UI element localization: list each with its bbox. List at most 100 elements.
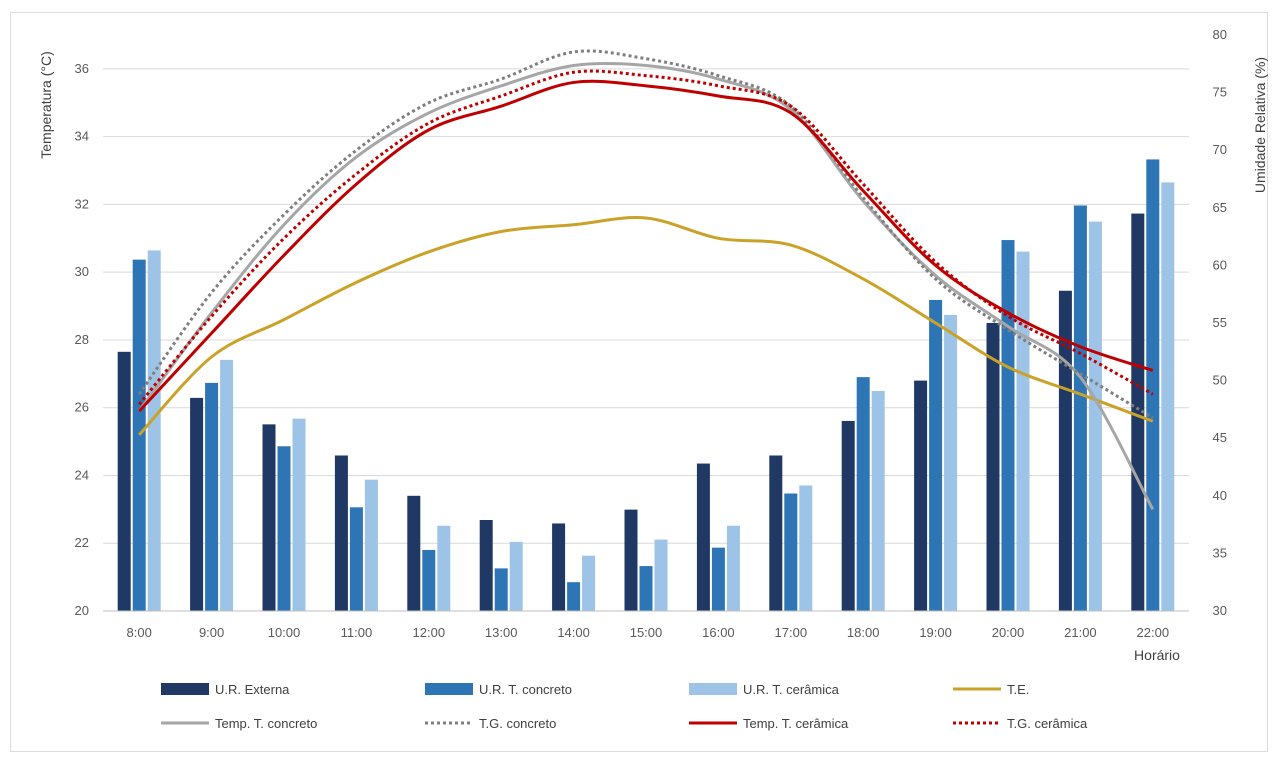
x-tick-label: 22:00 [1137,625,1170,640]
x-tick-label: 12:00 [413,625,446,640]
bar [1146,159,1160,611]
bar [479,519,493,611]
line-series [137,49,1154,420]
x-tick-label: 21:00 [1064,625,1097,640]
x-tick-label: 14:00 [557,625,590,640]
bar [364,479,378,611]
y-left-tick-label: 20 [75,603,89,618]
x-tick-label: 16:00 [702,625,735,640]
y-left-tick-label: 28 [75,332,89,347]
legend-label: U.R. Externa [215,682,290,697]
legend-swatch [161,683,209,695]
bar [1001,240,1015,611]
legend-item: Temp. T. cerâmica [689,716,849,731]
bar [914,380,928,611]
x-tick-label: 20:00 [992,625,1025,640]
x-tick-label: 8:00 [127,625,152,640]
y-left-tick-label: 36 [75,61,89,76]
legend-item: T.G. cerâmica [953,716,1088,731]
line-series [138,69,1154,406]
y-right-tick-label: 55 [1213,315,1227,330]
legend-label: T.E. [1007,682,1029,697]
y-left-tick-label: 30 [75,264,89,279]
bar [292,418,306,611]
bar [437,525,451,611]
x-tick-label: 15:00 [630,625,663,640]
bar [639,566,653,611]
bar [696,463,710,611]
bar [147,250,161,611]
y-left-tick-label: 32 [75,196,89,211]
bar-series [132,159,1160,611]
axes: 20 22 24 26 28 30 32 34 36 30 35 40 45 50 55 60 65 70 75 80… [75,27,1227,640]
bar-series [117,213,1145,611]
bar [799,485,813,611]
bar-series [147,182,1175,612]
legend-label: Temp. T. cerâmica [743,716,849,731]
bar [841,420,855,611]
legend: U.R. Externa U.R. T. concreto U.R. T. cerâ… [161,682,1088,731]
x-tick-label: 18:00 [847,625,880,640]
bar [334,455,348,611]
legend-item: U.R. T. cerâmica [689,682,840,697]
bar [1088,221,1102,611]
x-tick-label: 10:00 [268,625,301,640]
bar [190,397,204,611]
legend-item: T.E. [953,682,1029,697]
bar [784,493,798,611]
bar-series-group [117,159,1175,612]
bar [1131,213,1145,611]
bar [117,351,131,611]
x-tick-label: 9:00 [199,625,224,640]
y-right-tick-label: 30 [1213,603,1227,618]
y-left-tick-label: 24 [75,467,89,482]
y-right-tick-label: 50 [1213,373,1227,388]
bar [552,523,566,611]
y-right-tick-label: 40 [1213,488,1227,503]
bar [929,299,943,611]
bar [1073,205,1087,611]
x-tick-label: 19:00 [919,625,952,640]
legend-label: U.R. T. cerâmica [743,682,840,697]
bar [1161,182,1175,611]
y-right-tick-label: 75 [1213,85,1227,100]
x-tick-label: 11:00 [341,625,373,640]
bar [582,555,596,611]
y-left-tick-label: 22 [75,535,89,550]
legend-item: T.G. concreto [425,716,556,731]
y-axis-left-title: Temperatura (°C) [38,51,54,159]
legend-label: U.R. T. concreto [479,682,572,697]
chart-frame: 20 22 24 26 28 30 32 34 36 30 35 40 45 50 55 60 65 70 75 80… [10,12,1268,752]
bar [856,377,870,611]
bar [1058,290,1072,611]
legend-label: Temp. T. concreto [215,716,317,731]
bar [986,323,1000,611]
bar [1016,251,1030,612]
legend-swatch [425,683,473,695]
bar [205,382,219,611]
line-series [137,61,1155,511]
bar [944,314,958,611]
line-series-group [137,49,1155,511]
bar [277,446,291,611]
bar [132,259,146,611]
x-tick-label: 17:00 [775,625,808,640]
legend-label: T.G. cerâmica [1007,716,1088,731]
line-series [138,216,1154,436]
y-right-tick-label: 80 [1213,27,1227,42]
y-right-tick-label: 65 [1213,200,1227,215]
bar [871,390,885,611]
bar [494,568,508,611]
bar [711,547,725,611]
y-right-tick-label: 60 [1213,257,1227,272]
bar [407,495,421,611]
legend-item: U.R. Externa [161,682,290,697]
combo-chart: 20 22 24 26 28 30 32 34 36 30 35 40 45 50 55 60 65 70 75 80… [38,27,1268,731]
x-axis-title: Horário [1134,647,1180,663]
bar [624,509,638,611]
bar [220,359,234,611]
legend-swatch [689,683,737,695]
legend-item: Temp. T. concreto [161,716,317,731]
line-series [138,79,1154,413]
y-right-tick-label: 70 [1213,142,1227,157]
